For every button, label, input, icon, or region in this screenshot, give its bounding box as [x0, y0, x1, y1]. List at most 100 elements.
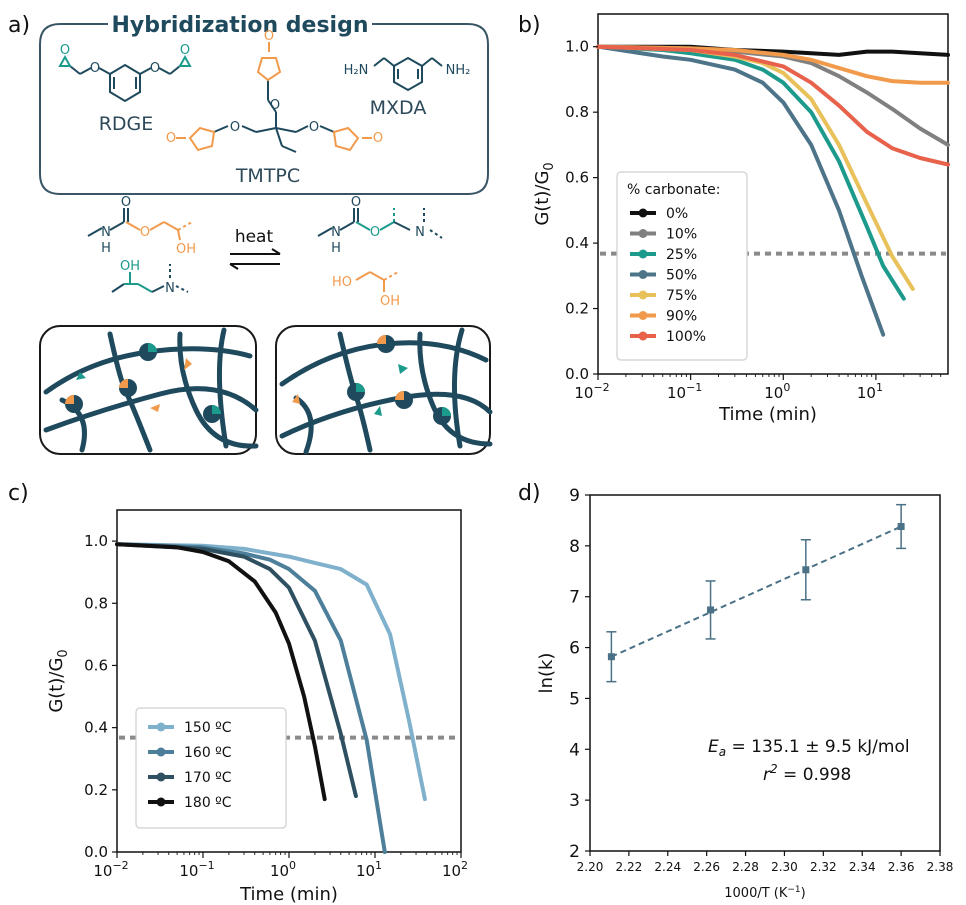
panel-d-x-axis-label-end: ) [801, 886, 806, 901]
panel-d-r-sup: 2 [770, 762, 778, 776]
x-tick-base: 10 [442, 862, 461, 880]
tmtpc-o-ether-right: O [309, 120, 319, 135]
y-tick-label: 6 [569, 639, 580, 659]
legend-label: 0% [666, 206, 688, 222]
panel-c-y-axis-label-main: G(t)/G [46, 658, 67, 713]
mxda-nh2-left: H₂N [344, 63, 369, 78]
panel-label-b: b) [518, 13, 541, 38]
y-tick-label: 7 [569, 588, 580, 608]
panel-b-y-axis-label-sub: 0 [542, 162, 557, 170]
y-tick-label: 8 [569, 537, 580, 557]
x-tick-label: 10−2 [574, 381, 609, 402]
rdge-o-left: O [90, 61, 100, 76]
reactant-o-carbonyl: O [121, 195, 131, 210]
legend-label: 10% [666, 227, 697, 243]
product-o-ester: O [370, 225, 380, 240]
panel-c-series-lines [115, 542, 427, 854]
x-tick-label: 10−2 [93, 859, 128, 880]
reactant-n: N [101, 225, 111, 240]
rdge-epoxides [58, 54, 192, 67]
x-tick-label: 101 [857, 381, 883, 402]
panel-b-chart: b) 0.00.20.40.60.81.010−2 10−1 100 101 Time… [518, 13, 950, 425]
panel-d-ea-symbol: E [708, 737, 719, 757]
product-n-branch [423, 208, 443, 239]
panel-d-x-axis-label-sup: −1 [787, 885, 800, 895]
x-tick-base: 10 [667, 384, 686, 402]
panel-c-ticks: 0.00.20.40.60.81.010−2 10−1 100 101 102 [84, 532, 468, 880]
linear-fit-line [610, 525, 902, 658]
reactant-diol-arm [125, 221, 193, 241]
x-tick-label: 2.34 [849, 860, 876, 874]
panel-d-ticks: 2.20 2.22 2.24 2.26 2.28 2.30 2.32 2.34 2.36 2.38… [569, 486, 953, 874]
legend-swatch-marker [638, 270, 648, 279]
mxda-nh2-right: NH₂ [446, 63, 471, 78]
x-tick-label: 101 [356, 859, 382, 880]
tmtpc-o-left: O [166, 131, 176, 146]
x-tick-exponent: 1 [375, 859, 382, 872]
product-n-tertiary: N [415, 225, 425, 240]
series-line-5 [596, 44, 950, 85]
panel-b-legend-box [616, 171, 748, 361]
panel-b-legend-title: % carbonate: [627, 182, 721, 198]
y-tick-label: 0.6 [565, 169, 589, 187]
product-amine-arm [355, 208, 411, 231]
series-line-2 [115, 542, 358, 798]
x-tick-exponent: −1 [686, 381, 702, 394]
x-tick-base: 10 [270, 862, 289, 880]
legend-swatch-marker [638, 208, 648, 218]
network-box-left [39, 325, 259, 455]
legend-swatch-marker [156, 772, 166, 782]
x-tick-label: 2.22 [616, 860, 643, 874]
legend-swatch-marker [638, 311, 648, 320]
product-h: H [331, 241, 341, 256]
x-tick-base: 10 [574, 384, 593, 402]
panel-c-legend-box [135, 707, 287, 829]
crosslink-points-right [347, 335, 451, 425]
x-tick-base: 10 [356, 862, 375, 880]
rdge-structure [69, 63, 181, 103]
legend-label: 180 ºC [184, 795, 232, 811]
x-tick-exponent: −1 [198, 859, 214, 872]
legend-label: 160 ºC [184, 745, 232, 761]
panel-d-ea-sub: a [719, 745, 726, 759]
panel-d-y-axis-label: ln(k) [536, 653, 557, 694]
tmtpc-o-top: O [264, 29, 274, 44]
x-tick-base: 10 [179, 862, 198, 880]
x-tick-label: 2.38 [927, 860, 954, 874]
y-tick-label: 5 [569, 689, 580, 709]
reactant-oh: OH [176, 242, 196, 257]
tmtpc-label: TMTPC [235, 165, 300, 187]
legend-label: 25% [666, 247, 697, 263]
panel-c-x-axis-label: Time (min) [239, 884, 338, 905]
x-tick-exponent: 2 [461, 859, 468, 872]
y-tick-label: 1.0 [565, 38, 589, 56]
x-tick-exponent: 1 [876, 381, 883, 394]
panel-b-y-axis-label-main: G(t)/G [532, 171, 553, 226]
panel-d-r2-annotation: r2 = 0.998 [763, 762, 851, 785]
panel-b-series-lines [596, 44, 950, 337]
data-point [897, 523, 905, 531]
legend-label: 170 ºC [184, 770, 232, 786]
panel-label-a: a) [8, 13, 30, 38]
series-line-1 [115, 542, 387, 854]
panel-c-legend: 150 ºC 160 ºC 170 ºC 180 ºC [135, 707, 287, 829]
x-tick-label: 2.24 [654, 860, 681, 874]
panel-b-x-axis-label: Time (min) [718, 404, 817, 425]
free-chain-ends-right [292, 364, 408, 416]
y-tick-label: 9 [569, 486, 580, 506]
rdge-epoxide-o-right: O [180, 43, 190, 58]
series-line-0 [115, 542, 427, 802]
x-tick-label: 2.30 [771, 860, 798, 874]
legend-swatch-marker [638, 249, 648, 259]
x-tick-base: 10 [93, 862, 112, 880]
tmtpc-o-ether-top: O [270, 98, 280, 113]
x-tick-label: 102 [442, 859, 468, 880]
reactant-o-ester: O [140, 225, 150, 240]
x-tick-label: 100 [270, 859, 296, 880]
panel-d-x-axis-label-main: 1000/T (K [724, 886, 788, 901]
x-tick-label: 10−1 [667, 381, 702, 402]
panel-c-y-axis-label: G(t)/G0 [46, 649, 71, 712]
x-tick-label: 100 [764, 381, 790, 402]
x-tick-exponent: −2 [593, 381, 609, 394]
